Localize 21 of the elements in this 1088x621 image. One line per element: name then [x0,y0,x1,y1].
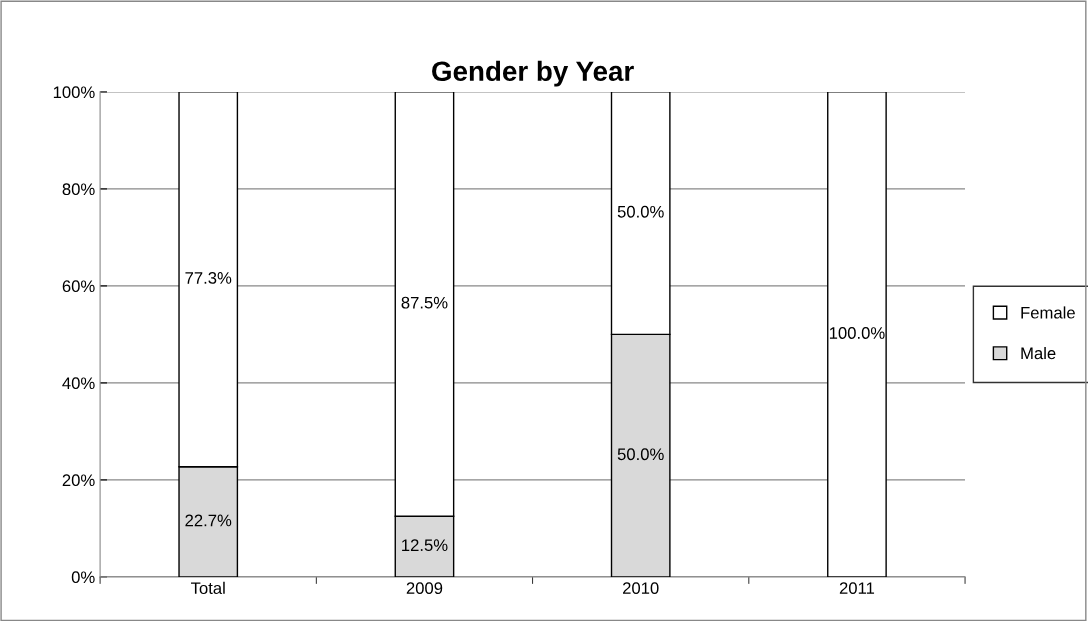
data-label: 100.0% [829,327,885,339]
data-label: 50.0% [617,205,664,218]
legend-label: Male [1021,347,1056,360]
chart-title: Gender by Year [432,60,634,87]
y-tick-label: 60% [62,280,95,293]
y-tick-label: 20% [62,474,95,487]
x-tick-label: 2011 [839,582,875,595]
data-label: 77.3% [185,272,232,284]
data-label: 87.5% [401,296,448,309]
legend-label: Female [1021,306,1075,319]
y-tick-label: 0% [71,571,95,584]
x-tick-label: 2009 [406,582,443,595]
data-label: 22.7% [185,514,232,527]
x-tick-label: 2010 [623,582,659,595]
y-tick-label: 80% [62,183,95,196]
bar [827,91,887,577]
y-tick-label: 100% [53,86,95,99]
x-tick-label: Total [190,581,225,595]
y-tick-label: 40% [62,377,95,390]
data-label: 50.0% [617,448,664,461]
data-label: 12.5% [402,539,448,552]
